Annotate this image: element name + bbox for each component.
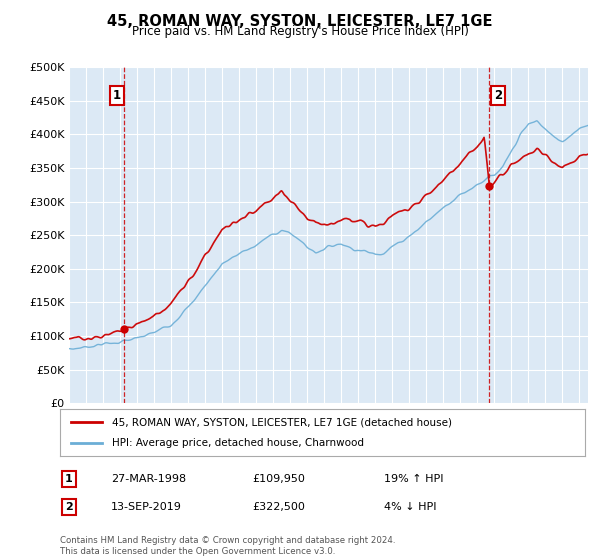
Text: £109,950: £109,950 xyxy=(252,474,305,484)
Text: 2: 2 xyxy=(65,502,73,512)
Text: 4% ↓ HPI: 4% ↓ HPI xyxy=(384,502,437,512)
Text: HPI: Average price, detached house, Charnwood: HPI: Average price, detached house, Char… xyxy=(113,438,365,448)
Text: 1: 1 xyxy=(65,474,73,484)
Text: £322,500: £322,500 xyxy=(252,502,305,512)
Text: 2: 2 xyxy=(494,89,502,102)
Text: 45, ROMAN WAY, SYSTON, LEICESTER, LE7 1GE: 45, ROMAN WAY, SYSTON, LEICESTER, LE7 1G… xyxy=(107,14,493,29)
Text: 1: 1 xyxy=(113,89,121,102)
Text: Price paid vs. HM Land Registry's House Price Index (HPI): Price paid vs. HM Land Registry's House … xyxy=(131,25,469,38)
Text: 13-SEP-2019: 13-SEP-2019 xyxy=(111,502,182,512)
Text: Contains HM Land Registry data © Crown copyright and database right 2024.
This d: Contains HM Land Registry data © Crown c… xyxy=(60,536,395,556)
Text: 27-MAR-1998: 27-MAR-1998 xyxy=(111,474,186,484)
Text: 19% ↑ HPI: 19% ↑ HPI xyxy=(384,474,443,484)
Text: 45, ROMAN WAY, SYSTON, LEICESTER, LE7 1GE (detached house): 45, ROMAN WAY, SYSTON, LEICESTER, LE7 1G… xyxy=(113,417,452,427)
